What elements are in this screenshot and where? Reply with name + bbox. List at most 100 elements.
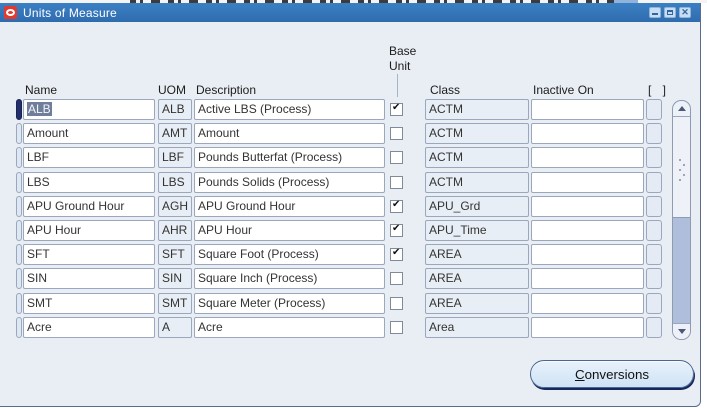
- base-unit-checkbox[interactable]: [390, 151, 403, 164]
- uom-field[interactable]: A: [158, 317, 192, 338]
- inactive-on-field[interactable]: [531, 196, 644, 217]
- table-row: SFT SFT Square Foot (Process) AREA: [0, 244, 707, 265]
- name-field[interactable]: Acre: [23, 317, 155, 338]
- uom-field[interactable]: AMT: [158, 123, 192, 144]
- record-selector[interactable]: [16, 268, 22, 289]
- name-field[interactable]: SFT: [23, 244, 155, 265]
- column-header-description: Description: [196, 83, 257, 97]
- flexfield-box[interactable]: [646, 172, 662, 193]
- base-unit-checkbox[interactable]: [390, 176, 403, 189]
- record-selector[interactable]: [16, 196, 22, 217]
- class-field[interactable]: APU_Time: [425, 220, 529, 241]
- window-title: Units of Measure: [23, 5, 117, 20]
- name-field[interactable]: LBF: [23, 147, 155, 168]
- inactive-on-field[interactable]: [531, 244, 644, 265]
- scroll-down-icon[interactable]: [673, 323, 690, 339]
- inactive-on-field[interactable]: [531, 268, 644, 289]
- record-selector[interactable]: [16, 172, 22, 193]
- name-field[interactable]: APU Ground Hour: [23, 196, 155, 217]
- table-row: SMT SMT Square Meter (Process) AREA: [0, 293, 707, 314]
- class-field[interactable]: ACTM: [425, 99, 529, 120]
- record-selector[interactable]: [16, 244, 22, 265]
- base-unit-checkbox[interactable]: [390, 127, 403, 140]
- uom-field[interactable]: ALB: [158, 99, 192, 120]
- record-selector[interactable]: [16, 99, 22, 120]
- flexfield-box[interactable]: [646, 99, 662, 120]
- name-field[interactable]: APU Hour: [23, 220, 155, 241]
- inactive-on-field[interactable]: [531, 99, 644, 120]
- description-field[interactable]: Acre: [194, 317, 385, 338]
- minimize-icon[interactable]: [649, 7, 661, 18]
- description-field[interactable]: Square Meter (Process): [194, 293, 385, 314]
- scrollbar-track[interactable]: [673, 218, 690, 324]
- base-unit-checkbox[interactable]: [390, 272, 403, 285]
- record-selector[interactable]: [16, 123, 22, 144]
- conversions-button[interactable]: Conversions: [530, 360, 694, 388]
- scrollbar-grip-dots: [678, 157, 686, 183]
- uom-field[interactable]: SFT: [158, 244, 192, 265]
- class-field[interactable]: Area: [425, 317, 529, 338]
- description-field[interactable]: Pounds Butterfat (Process): [194, 147, 385, 168]
- name-field[interactable]: LBS: [23, 172, 155, 193]
- flexfield-box[interactable]: [646, 268, 662, 289]
- base-unit-checkbox[interactable]: [390, 247, 403, 261]
- flexfield-box[interactable]: [646, 220, 662, 241]
- uom-field[interactable]: SMT: [158, 293, 192, 314]
- description-field[interactable]: Pounds Solids (Process): [194, 172, 385, 193]
- base-unit-checkbox[interactable]: [390, 102, 403, 116]
- uom-field[interactable]: LBF: [158, 147, 192, 168]
- flexfield-box[interactable]: [646, 123, 662, 144]
- base-unit-checkbox[interactable]: [390, 297, 403, 310]
- inactive-on-field[interactable]: [531, 123, 644, 144]
- table-row: APU Hour AHR APU Hour APU_Time: [0, 220, 707, 241]
- base-unit-checkbox[interactable]: [390, 199, 403, 213]
- description-field[interactable]: Square Foot (Process): [194, 244, 385, 265]
- base-unit-checkbox[interactable]: [390, 223, 403, 237]
- inactive-on-field[interactable]: [531, 317, 644, 338]
- close-icon[interactable]: ✕: [679, 7, 691, 18]
- class-field[interactable]: ACTM: [425, 147, 529, 168]
- flexfield-box[interactable]: [646, 244, 662, 265]
- name-field[interactable]: ALB: [23, 99, 155, 120]
- column-header-uom: UOM: [158, 83, 186, 97]
- inactive-on-field[interactable]: [531, 293, 644, 314]
- name-field[interactable]: SIN: [23, 268, 155, 289]
- inactive-on-field[interactable]: [531, 147, 644, 168]
- name-field[interactable]: Amount: [23, 123, 155, 144]
- class-field[interactable]: ACTM: [425, 123, 529, 144]
- description-field[interactable]: Amount: [194, 123, 385, 144]
- class-field[interactable]: AREA: [425, 268, 529, 289]
- flexfield-box[interactable]: [646, 293, 662, 314]
- flexfield-box[interactable]: [646, 196, 662, 217]
- scrollbar-thumb[interactable]: [673, 117, 690, 218]
- description-field[interactable]: APU Hour: [194, 220, 385, 241]
- description-field[interactable]: APU Ground Hour: [194, 196, 385, 217]
- uom-field[interactable]: LBS: [158, 172, 192, 193]
- base-unit-checkbox[interactable]: [390, 321, 403, 334]
- clipped-blue-mark: [614, 0, 638, 3]
- description-field[interactable]: Square Inch (Process): [194, 268, 385, 289]
- title-bar[interactable]: Units of Measure ✕: [0, 3, 700, 22]
- name-field[interactable]: SMT: [23, 293, 155, 314]
- record-selector[interactable]: [16, 147, 22, 168]
- flexfield-box[interactable]: [646, 317, 662, 338]
- column-header-name: Name: [25, 83, 58, 97]
- uom-field[interactable]: AHR: [158, 220, 192, 241]
- inactive-on-field[interactable]: [531, 172, 644, 193]
- scroll-up-icon[interactable]: [673, 101, 690, 117]
- class-field[interactable]: AREA: [425, 293, 529, 314]
- class-field[interactable]: AREA: [425, 244, 529, 265]
- table-row: Acre A Acre Area: [0, 317, 707, 338]
- maximize-icon[interactable]: [664, 7, 676, 18]
- uom-field[interactable]: AGH: [158, 196, 192, 217]
- record-selector[interactable]: [16, 293, 22, 314]
- class-field[interactable]: APU_Grd: [425, 196, 529, 217]
- class-field[interactable]: ACTM: [425, 172, 529, 193]
- uom-field[interactable]: SIN: [158, 268, 192, 289]
- record-selector[interactable]: [16, 220, 22, 241]
- vertical-scrollbar[interactable]: [672, 100, 691, 340]
- flexfield-box[interactable]: [646, 147, 662, 168]
- record-selector[interactable]: [16, 317, 22, 338]
- inactive-on-field[interactable]: [531, 220, 644, 241]
- description-field[interactable]: Active LBS (Process): [194, 99, 385, 120]
